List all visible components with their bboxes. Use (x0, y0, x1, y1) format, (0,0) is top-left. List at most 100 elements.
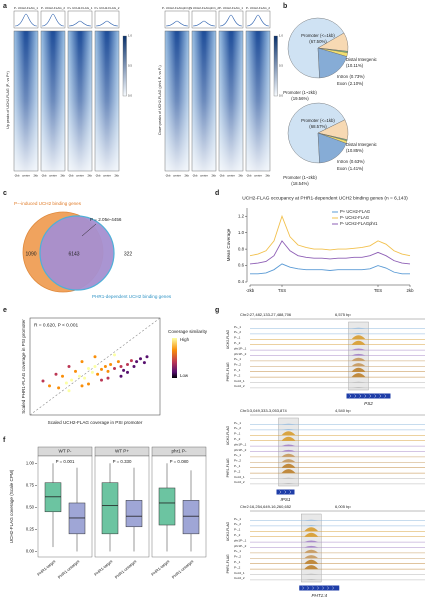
scatter-point (67, 389, 71, 393)
track-label: Col-0_2 (234, 384, 245, 388)
track-label: Col-0_1 (234, 379, 245, 383)
annotation: R = 0.620, P < 0.001 (34, 322, 79, 328)
heatmap-x-label: center (173, 174, 181, 178)
colorbar-label: Low (180, 373, 189, 378)
scatter-point (57, 386, 61, 390)
legend-label: P- UCH2-FLAG (340, 215, 369, 220)
profile-line (14, 13, 38, 27)
span: 6,575 bp (335, 312, 351, 317)
gene-arrow (322, 586, 325, 590)
scatter-point (87, 366, 90, 370)
x-tick-label: PHR1-target (93, 558, 114, 577)
pie-value-label: (10.85%) (346, 148, 364, 153)
track-label: P+_2 (234, 426, 241, 430)
heatmap-x-label: 2kb (238, 174, 243, 178)
track-label: P+_2 (234, 363, 241, 367)
track-peak (281, 429, 296, 430)
track-peak (304, 579, 319, 580)
heatmap-x-label: -2kb (246, 174, 252, 178)
locus: Chr2:27,482,133-27,488,706 (240, 312, 292, 317)
x-tick-label: PHR1-untarget (57, 558, 81, 580)
pie-value-label: (0.63%) (350, 159, 366, 164)
heatmap-column-title: P- UCH2-FLAG_1 (14, 6, 39, 10)
scatter-point (54, 372, 58, 376)
pie-value-label: (67.50%) (309, 39, 327, 44)
pie-value-label: (10.11%) (346, 63, 364, 68)
track-group-label: UCH2-FLAG (226, 330, 230, 350)
colorbar-tick: 0.5 (279, 64, 283, 68)
scatter-point (83, 376, 87, 380)
track-peak (351, 353, 366, 356)
track-label: P-_1 (234, 432, 241, 436)
gene-arrow (312, 586, 315, 590)
track-peak (304, 565, 319, 570)
heatmap-x-label: -2kb (192, 174, 198, 178)
gene-arrow (302, 586, 305, 590)
gene-arrow (359, 394, 362, 398)
track-label: phr1P-_1 (234, 346, 247, 350)
heatmap-x-label: center (49, 174, 57, 178)
y-axis-label: UCH2-FLAG coverage (Scale CPM) (9, 469, 14, 543)
scatter-point (80, 384, 84, 388)
scatter-point (139, 357, 142, 361)
track-label: P-_1 (234, 560, 241, 564)
venn-count: 6143 (68, 251, 79, 257)
highlight (278, 417, 299, 487)
track-group-label: PHR1-FLAG (226, 362, 230, 381)
p-value-label: P = 0.330 (113, 459, 132, 464)
pie-category: Promoter (1~2kb) (283, 175, 317, 180)
scatter-point (106, 376, 110, 380)
gene-arrow (369, 394, 372, 398)
scatter-point (100, 378, 103, 382)
box (125, 500, 143, 528)
gene-arrow (284, 490, 287, 494)
pie-slice (287, 17, 345, 79)
track-label: Col-0_2 (234, 480, 245, 484)
pie-category: Promoter (<=1kb) (301, 118, 335, 123)
pie-category: Exon (337, 81, 347, 86)
x-tick-label: -2kb (246, 288, 255, 293)
track-label: P-_2 (234, 437, 241, 441)
track-peak (351, 340, 366, 345)
scatter-point (93, 365, 97, 368)
track-label: P-_1 (234, 336, 241, 340)
profile-box (40, 10, 66, 29)
track-peak (281, 423, 296, 425)
panel-label: f (3, 437, 6, 444)
profile-box (191, 10, 217, 29)
colorbar (273, 35, 278, 97)
gene-arrow (317, 586, 320, 590)
heatmap-fade (68, 31, 92, 171)
profile-box (94, 10, 120, 29)
scatter-point (135, 360, 139, 364)
heatmap-fade (192, 31, 216, 171)
scatter-point (126, 363, 129, 367)
box (182, 500, 200, 535)
legend-label: P- UCH2-FLAGphr1 (340, 221, 378, 226)
profile-box (164, 10, 190, 29)
series-line (249, 214, 411, 257)
track-peak (281, 463, 296, 468)
heatmap-column-title: P+ UCH2-FLAG_2 (95, 6, 120, 10)
scatter-point (116, 360, 120, 364)
heatmap-fade (14, 31, 38, 171)
heatmap-x-label: 2kb (87, 174, 92, 178)
box (158, 487, 176, 526)
heatmap-ylabel: Up peaks of UCH2-FLAG (P- vs P+) (6, 71, 10, 129)
scatter-point (61, 374, 64, 378)
scatter-point (113, 366, 116, 370)
heatmap-x-label: 2kb (211, 174, 216, 178)
y-axis-label: Mean Coverage (226, 228, 231, 261)
heatmap-ylabel: Down peaks of UCH2-FLAG (phr1 P- vs P-) (158, 65, 162, 135)
track-label: phr1P-_2 (234, 352, 247, 356)
scatter-point (80, 360, 84, 364)
series-line (250, 263, 410, 275)
gene-exon (299, 585, 340, 591)
track-peak (281, 477, 296, 479)
gene-arrow (289, 490, 292, 494)
box (44, 482, 62, 513)
colorbar-tick: 0.5 (128, 64, 132, 68)
panel-label: e (3, 307, 7, 314)
chart-title: UCH2-FLAG occupancy at PHR1-dependent UC… (242, 195, 408, 201)
scatter-point (119, 365, 123, 368)
